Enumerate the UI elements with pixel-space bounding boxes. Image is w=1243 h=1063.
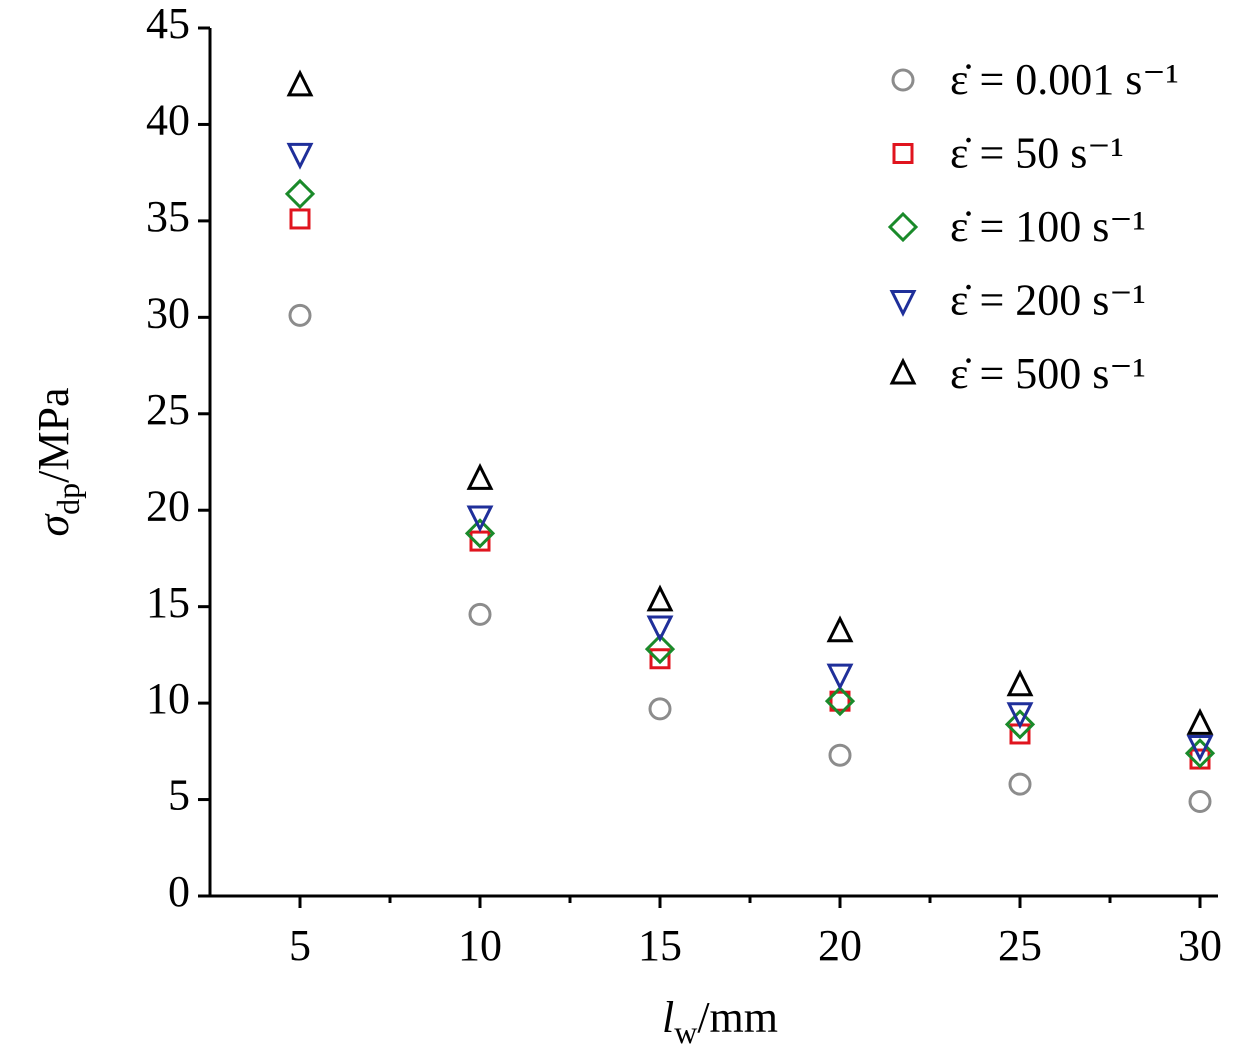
marker-triangle-up xyxy=(286,69,314,97)
marker-circle xyxy=(1008,772,1032,796)
legend-label: ε̇ = 0.001 s⁻¹ xyxy=(950,55,1179,104)
y-tick-label: 10 xyxy=(146,674,190,723)
legend-label: ε̇ = 200 s⁻¹ xyxy=(950,276,1146,325)
marker-square xyxy=(892,143,914,164)
marker-diamond xyxy=(1004,709,1036,740)
marker-triangle-up xyxy=(1186,707,1214,735)
y-tick-label: 35 xyxy=(146,192,190,241)
marker-circle xyxy=(828,743,852,767)
marker-circle xyxy=(891,68,915,92)
marker-square xyxy=(649,648,671,670)
x-axis-label: lw/mm xyxy=(662,993,778,1050)
y-tick-label: 0 xyxy=(168,867,190,916)
y-tick-label: 15 xyxy=(146,578,190,627)
legend-label: ε̇ = 500 s⁻¹ xyxy=(950,349,1146,398)
marker-diamond xyxy=(464,518,496,549)
y-tick-label: 5 xyxy=(168,771,190,820)
marker-triangle-down xyxy=(889,290,917,317)
x-label-symbol: l xyxy=(662,993,674,1042)
x-tick-label: 10 xyxy=(458,921,502,970)
y-tick-label: 45 xyxy=(146,0,190,48)
x-label-unit: /mm xyxy=(697,993,778,1042)
marker-circle xyxy=(648,697,672,721)
marker-triangle-down xyxy=(826,663,854,691)
y-label-symbol: σ xyxy=(29,513,78,537)
y-tick-label: 25 xyxy=(146,385,190,434)
marker-circle xyxy=(288,303,312,327)
x-label-subscript: w xyxy=(674,1014,697,1050)
marker-square xyxy=(829,690,851,712)
y-label-subscript: dp xyxy=(50,483,86,515)
marker-triangle-up xyxy=(466,463,494,490)
marker-triangle-up xyxy=(646,584,674,612)
x-tick-label: 30 xyxy=(1178,921,1222,970)
marker-triangle-up xyxy=(1006,669,1034,697)
marker-circle xyxy=(468,602,492,626)
legend-label: ε̇ = 100 s⁻¹ xyxy=(950,202,1146,251)
y-tick-label: 30 xyxy=(146,288,190,337)
marker-circle xyxy=(1188,789,1212,813)
y-tick-label: 40 xyxy=(146,96,190,145)
x-tick-label: 20 xyxy=(818,921,862,970)
marker-diamond xyxy=(887,211,919,243)
marker-triangle-down xyxy=(286,142,314,170)
y-label-unit: /MPa xyxy=(29,387,78,482)
marker-triangle-up xyxy=(826,615,854,643)
y-tick-label: 20 xyxy=(146,481,190,530)
marker-square xyxy=(289,208,311,230)
marker-triangle-up xyxy=(889,357,917,385)
x-tick-label: 15 xyxy=(638,921,682,970)
marker-triangle-down xyxy=(1186,735,1214,762)
marker-diamond xyxy=(644,633,676,665)
marker-diamond xyxy=(824,686,856,717)
y-axis-label: σdp/MPa xyxy=(29,387,86,536)
legend-label: ε̇ = 50 s⁻¹ xyxy=(950,129,1124,178)
marker-diamond xyxy=(1184,738,1216,769)
marker-triangle-down xyxy=(646,615,674,643)
x-tick-label: 5 xyxy=(289,921,311,970)
x-tick-label: 25 xyxy=(998,921,1042,970)
marker-diamond xyxy=(284,178,316,210)
marker-triangle-down xyxy=(466,505,494,533)
marker-triangle-down xyxy=(1006,702,1034,730)
